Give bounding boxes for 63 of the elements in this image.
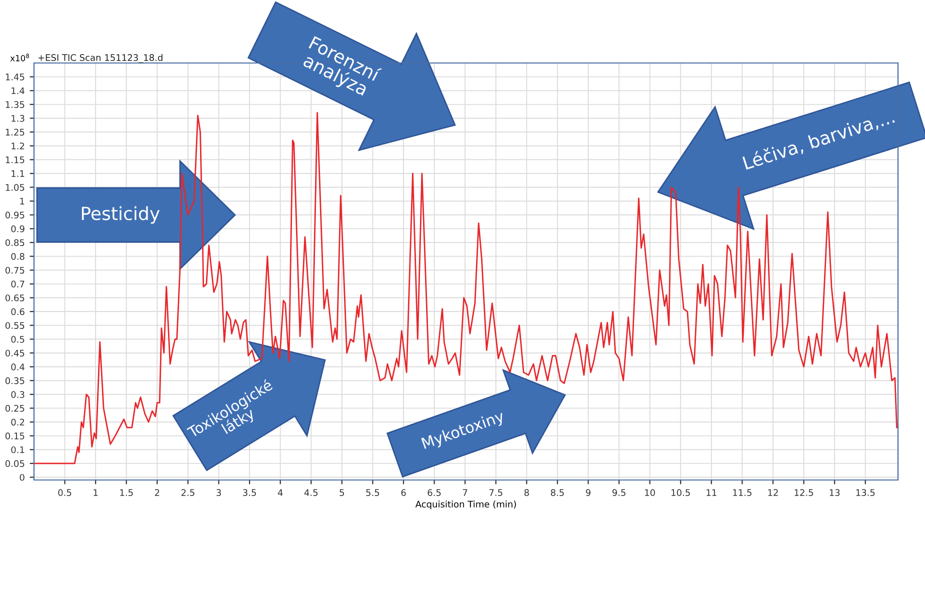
x-axis-title: Acquisition Time (min) [415,500,516,510]
y-tick-label: 1.1 [12,170,24,177]
x-tick-label: 3 [216,489,221,496]
y-axis-title: x10$^{8}$ [10,54,30,62]
x-tick-label: 2 [154,489,160,496]
y-tick-label: 0.35 [5,377,24,384]
y-tick-label: 0.3 [11,391,24,398]
y-tick-label: 1.25 [6,128,24,136]
x-tick-label: 6.5 [428,489,441,496]
x-tick-label: 6 [401,489,406,496]
x-tick-label: 11.5 [733,489,752,496]
y-tick-label: 1.05 [6,184,24,191]
y-tick-label: 1.45 [6,74,24,80]
x-tick-label: 4.5 [304,489,318,496]
x-tick-label: 11 [706,489,716,496]
x-tick-label: 12 [768,489,778,496]
x-tick-label: 1.5 [120,489,133,496]
annotation: Léčiva, barviva,... [742,108,896,172]
x-tick-label: 1 [94,489,98,496]
x-tick-label: 9 [586,489,590,496]
y-tick-label: 0.65 [5,294,24,302]
y-tick-label: 0.2 [11,418,24,426]
x-tick-label: 4 [278,489,283,496]
y-tick-label: 1.15 [6,156,24,164]
y-tick-label: 1.2 [12,142,24,150]
y-tick-label: 0.85 [5,239,24,246]
x-tick-label: 7.5 [489,489,502,496]
y-tick-label: 0.4 [11,364,24,370]
y-tick-label: 0.8 [11,253,24,260]
y-tick-label: 0.7 [11,280,24,288]
y-tick-label: 0.25 [5,404,24,412]
x-tick-label: 2.5 [181,489,194,496]
y-tick-label: 1 [20,198,24,205]
x-tick-label: 10.5 [672,489,690,496]
x-tick-label: 7 [462,489,468,496]
y-tick-label: 0.6 [11,308,24,316]
x-tick-label: 13 [830,489,840,496]
x-tick-label: 3.5 [243,489,256,496]
line-series [34,112,898,464]
chart-title: +ESI TIC Scan 151123_18.d [38,54,162,63]
y-tick-label: 0.45 [5,350,24,357]
x-tick-label: 8.5 [550,489,564,496]
y-tick-label: 0.55 [5,322,24,329]
y-tick-label: 0.75 [5,266,24,274]
x-tick-label: 12.5 [794,489,814,496]
y-tick-label: 1.4 [12,87,24,94]
y-tick-label: 0.95 [5,212,24,218]
x-tick-label: 9.5 [612,489,626,496]
y-tick-label: 0.1 [11,446,24,454]
y-tick-label: 0.5 [11,336,24,343]
x-tick-label: 5.5 [366,489,380,496]
x-tick-label: 13.5 [856,489,875,496]
y-tick-label: 1.3 [12,114,24,122]
y-tick-label: 0.15 [5,432,24,440]
y-tick-label: 0.9 [11,225,24,232]
y-tick-label: 0.05 [5,460,24,467]
x-tick-label: 8 [524,489,529,496]
x-tick-label: 10 [645,489,655,496]
y-tick-label: 0 [20,474,24,481]
x-tick-label: 5 [340,489,344,496]
annotation: Pesticidy [82,206,160,224]
x-tick-label: 0.5 [58,489,72,496]
y-tick-label: 1.35 [6,101,24,108]
